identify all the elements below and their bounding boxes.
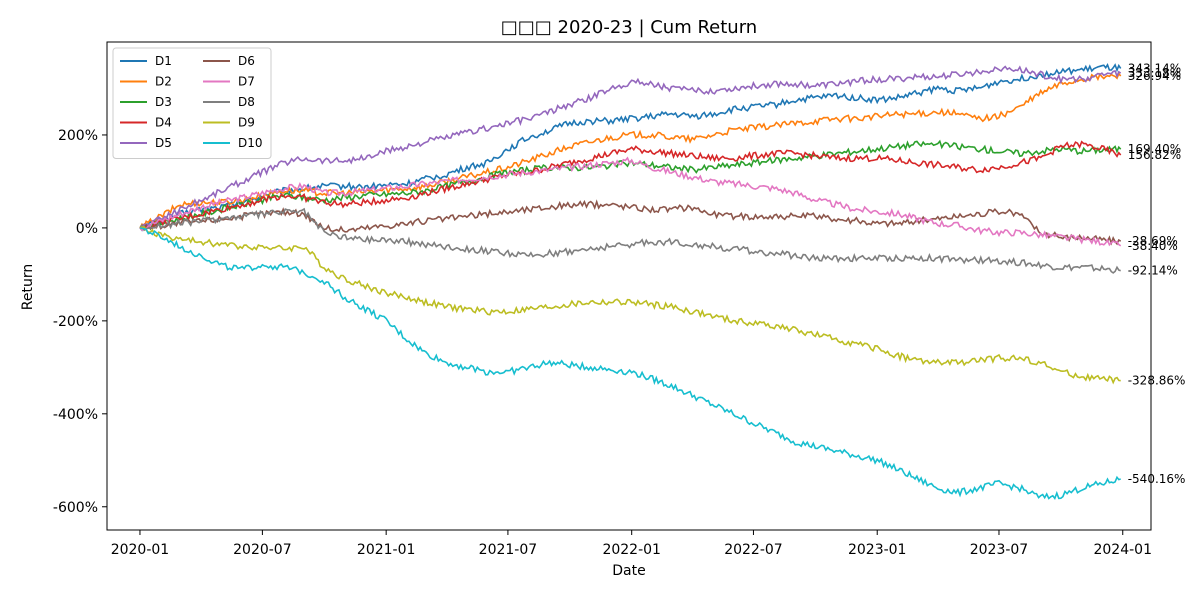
x-tick-label: 2023-07 xyxy=(970,542,1029,558)
y-tick-label: -400% xyxy=(53,407,98,423)
series-line-d7 xyxy=(139,156,1122,247)
end-label-d5: 333.18% xyxy=(1128,66,1181,80)
x-tick-label: 2021-07 xyxy=(479,542,538,558)
end-label-d2: 326.94% xyxy=(1128,69,1181,83)
x-tick-label: 2024-01 xyxy=(1093,542,1152,558)
y-tick-label: 200% xyxy=(58,128,98,144)
x-axis-title: Date xyxy=(612,563,645,579)
chart-title: □□□ 2020-23 | Cum Return xyxy=(501,17,757,38)
series-line-d10 xyxy=(139,227,1121,501)
x-tick-label: 2020-07 xyxy=(233,542,292,558)
end-label-d1: 343.14% xyxy=(1128,61,1181,75)
legend-label-d2: D2 xyxy=(155,75,172,89)
x-tick-label: 2022-07 xyxy=(724,542,783,558)
legend-label-d7: D7 xyxy=(238,75,255,89)
series-line-d8 xyxy=(139,207,1121,274)
end-label-d9: -328.86% xyxy=(1128,374,1186,388)
series-line-d6 xyxy=(139,199,1122,246)
x-tick-label: 2023-01 xyxy=(848,542,907,558)
plot-frame xyxy=(106,41,1152,531)
end-label-d4: 156.82% xyxy=(1128,148,1181,162)
legend-label-d10: D10 xyxy=(238,136,263,150)
series-line-d9 xyxy=(139,226,1121,385)
end-label-d10: -540.16% xyxy=(1128,472,1186,486)
series-line-d5 xyxy=(139,65,1122,229)
x-tick-label: 2021-01 xyxy=(357,542,416,558)
y-axis-title: Return xyxy=(20,264,36,310)
legend-label-d4: D4 xyxy=(155,116,172,130)
y-tick-label: 0% xyxy=(76,221,98,237)
series-line-d4 xyxy=(139,140,1122,230)
legend-label-d1: D1 xyxy=(155,54,172,68)
end-label-d3: 169.40% xyxy=(1128,142,1181,156)
y-tick-label: -600% xyxy=(53,500,98,516)
x-axis: 2020-01 2020-07 2021-01 2021-07 2022-01 2022-… xyxy=(111,530,1152,558)
series-line-d2 xyxy=(139,72,1122,229)
legend-label-d5: D5 xyxy=(155,136,172,150)
end-label-d8: -92.14% xyxy=(1128,264,1178,278)
legend-label-d6: D6 xyxy=(238,54,255,68)
legend-label-d8: D8 xyxy=(238,95,255,109)
x-tick-label: 2022-01 xyxy=(602,542,661,558)
legend-label-d3: D3 xyxy=(155,95,172,109)
legend-box xyxy=(112,47,272,159)
end-label-d6: -28.69% xyxy=(1128,234,1178,248)
end-labels: 343.14%326.94% 169.40%156.82% 333.18% -28.6… xyxy=(1128,61,1186,486)
y-tick-label: -200% xyxy=(53,314,98,330)
x-tick-label: 2020-01 xyxy=(111,542,170,558)
end-label-d7: -38.40% xyxy=(1128,239,1178,253)
legend-label-d9: D9 xyxy=(238,116,255,130)
legend: D1 D2 D3 D4 D5 D6 D7 D8 D9 D10 xyxy=(112,47,272,159)
series-layer xyxy=(139,62,1122,501)
y-axis: -600% -400% -200% 0% 200% xyxy=(53,128,107,516)
